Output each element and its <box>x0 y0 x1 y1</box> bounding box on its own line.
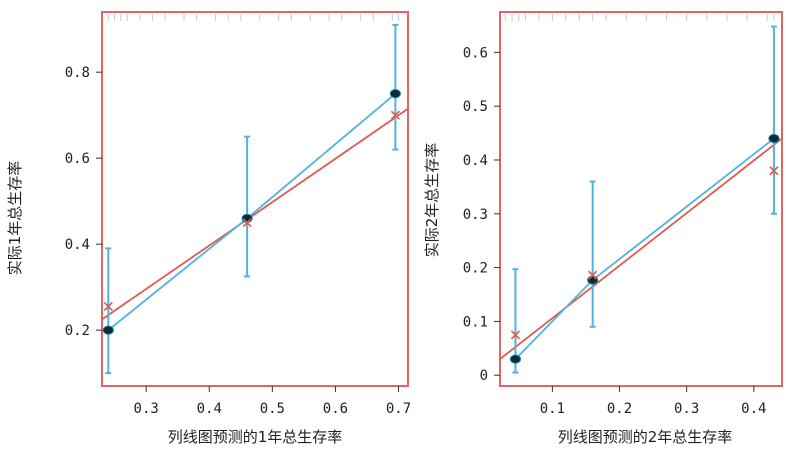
y-tick-label: 0.5 <box>463 99 488 115</box>
ideal-marker <box>390 110 400 120</box>
x-tick-label: 0.6 <box>323 401 348 417</box>
y-tick-label: 0 <box>480 368 488 384</box>
observed-line <box>107 92 396 331</box>
x-tick-label: 0.4 <box>197 401 222 417</box>
ideal-fit-line <box>101 107 409 321</box>
plot-frame <box>499 11 783 387</box>
y-axis-label: 实际2年总生存率 <box>423 143 441 258</box>
ideal-marker <box>242 218 252 228</box>
ideal-marker-stroke <box>510 330 521 340</box>
plot-frame <box>101 11 409 387</box>
y-axis-label: 实际1年总生存率 <box>6 161 24 276</box>
y-tick-label: 0.4 <box>65 237 90 253</box>
observed-point <box>389 89 401 99</box>
ideal-marker <box>588 270 598 280</box>
y-tick-label: 0.2 <box>65 323 90 339</box>
observed-point <box>587 275 599 285</box>
x-axis-label: 列线图预测的1年总生存率 <box>168 428 343 446</box>
y-tick-label: 0.1 <box>463 314 488 330</box>
x-tick-label: 0.5 <box>260 401 285 417</box>
calibration-chart-2-year: 0.1 0.2 0.3 0.4 0 0.1 0.2 0.3 0.4 0.5 0.6 列线图预测的2年… <box>423 11 783 446</box>
y-tick-label: 0.4 <box>463 153 488 169</box>
ideal-marker-stroke <box>390 110 400 120</box>
y-tick-label: 0.6 <box>65 151 90 167</box>
calibration-chart-1-year: 0.3 0.4 0.5 0.6 0.7 0.2 0.4 0.6 0.8 列线图预测的1年总生存率… <box>6 11 411 446</box>
y-tick-label: 0.3 <box>463 207 488 223</box>
x-tick-label: 0.7 <box>386 401 411 417</box>
observed-point <box>768 133 780 143</box>
x-tick-label: 0.4 <box>741 401 766 417</box>
y-tick-label: 0.2 <box>463 261 488 277</box>
observed-point <box>509 354 521 364</box>
ideal-marker-stroke <box>103 301 113 312</box>
x-tick-label: 0.1 <box>540 401 565 417</box>
y-tick-label: 0.6 <box>463 45 488 61</box>
ideal-marker <box>769 166 779 176</box>
ideal-marker-stroke <box>769 166 779 176</box>
observed-line <box>514 137 775 360</box>
ideal-marker <box>103 301 113 312</box>
chart-marks: 0.3 0.4 0.5 0.6 0.7 0.2 0.4 0.6 0.8 <box>65 14 411 417</box>
ideal-marker-stroke <box>588 270 598 280</box>
observed-point <box>102 325 114 335</box>
ideal-fit-line <box>499 137 783 360</box>
y-tick-label: 0.8 <box>65 65 90 81</box>
x-axis-label: 列线图预测的2年总生存率 <box>558 428 733 446</box>
ideal-marker <box>510 330 521 340</box>
x-tick-label: 0.3 <box>674 401 699 417</box>
x-tick-label: 0.2 <box>607 401 632 417</box>
chart-marks: 0.1 0.2 0.3 0.4 0 0.1 0.2 0.3 0.4 0.5 0.6 <box>463 14 783 417</box>
x-tick-label: 0.3 <box>134 401 159 417</box>
ideal-marker-stroke <box>242 218 252 228</box>
